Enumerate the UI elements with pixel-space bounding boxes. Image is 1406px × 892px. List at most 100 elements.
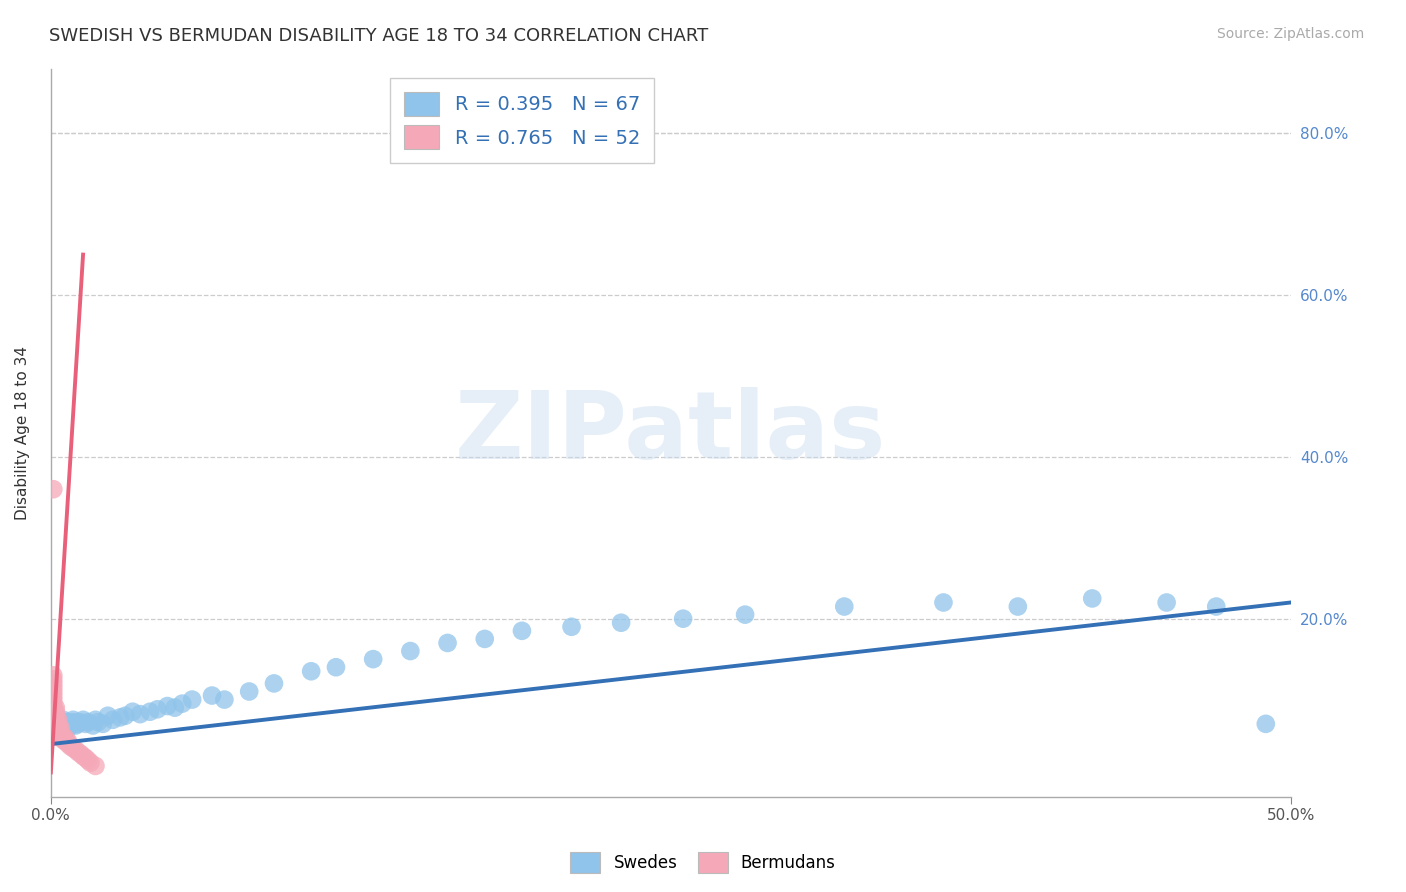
Point bbox=[42, 700, 65, 714]
Point bbox=[69, 715, 91, 730]
Point bbox=[42, 697, 65, 711]
Point bbox=[114, 708, 136, 723]
Point bbox=[42, 482, 65, 496]
Point bbox=[45, 717, 67, 731]
Point bbox=[436, 636, 458, 650]
Point bbox=[65, 743, 87, 757]
Point bbox=[560, 620, 582, 634]
Text: Source: ZipAtlas.com: Source: ZipAtlas.com bbox=[1216, 27, 1364, 41]
Point bbox=[67, 717, 90, 731]
Point bbox=[62, 741, 84, 756]
Point bbox=[62, 713, 84, 727]
Point bbox=[46, 717, 69, 731]
Point bbox=[146, 702, 169, 716]
Point bbox=[201, 689, 224, 703]
Point bbox=[46, 717, 69, 731]
Point bbox=[172, 697, 194, 711]
Point bbox=[42, 715, 65, 730]
Point bbox=[1156, 595, 1178, 609]
Legend: R = 0.395   N = 67, R = 0.765   N = 52: R = 0.395 N = 67, R = 0.765 N = 52 bbox=[391, 78, 654, 162]
Point bbox=[42, 713, 65, 727]
Point bbox=[46, 729, 69, 743]
Point bbox=[52, 729, 75, 743]
Text: SWEDISH VS BERMUDAN DISABILITY AGE 18 TO 34 CORRELATION CHART: SWEDISH VS BERMUDAN DISABILITY AGE 18 TO… bbox=[49, 27, 709, 45]
Point bbox=[610, 615, 633, 630]
Point bbox=[299, 665, 322, 679]
Point bbox=[52, 721, 75, 735]
Point bbox=[121, 705, 143, 719]
Point bbox=[55, 718, 77, 732]
Point bbox=[55, 734, 77, 748]
Point bbox=[59, 739, 82, 754]
Point bbox=[42, 668, 65, 682]
Point bbox=[49, 729, 72, 743]
Point bbox=[45, 708, 67, 723]
Point bbox=[67, 745, 90, 759]
Point bbox=[84, 759, 107, 773]
Point bbox=[46, 721, 69, 735]
Point bbox=[56, 721, 79, 735]
Point bbox=[69, 747, 91, 761]
Point bbox=[59, 715, 82, 730]
Point bbox=[672, 612, 695, 626]
Point bbox=[42, 681, 65, 695]
Legend: Swedes, Bermudans: Swedes, Bermudans bbox=[564, 846, 842, 880]
Point bbox=[42, 718, 65, 732]
Point bbox=[361, 652, 384, 666]
Point bbox=[46, 715, 69, 730]
Point bbox=[97, 708, 120, 723]
Point bbox=[45, 725, 67, 739]
Point bbox=[42, 676, 65, 690]
Point bbox=[45, 721, 67, 735]
Point bbox=[42, 684, 65, 698]
Point bbox=[59, 718, 82, 732]
Point bbox=[139, 705, 162, 719]
Point bbox=[101, 713, 124, 727]
Point bbox=[77, 753, 100, 767]
Point bbox=[734, 607, 756, 622]
Point bbox=[45, 729, 67, 743]
Point bbox=[42, 725, 65, 739]
Point bbox=[181, 692, 204, 706]
Point bbox=[45, 725, 67, 739]
Point bbox=[91, 717, 114, 731]
Point bbox=[46, 725, 69, 739]
Point bbox=[77, 715, 100, 730]
Point bbox=[42, 708, 65, 723]
Point bbox=[42, 721, 65, 735]
Point bbox=[156, 699, 179, 714]
Point bbox=[75, 751, 97, 765]
Point bbox=[56, 737, 79, 751]
Point bbox=[52, 713, 75, 727]
Point bbox=[263, 676, 285, 690]
Point bbox=[82, 718, 104, 732]
Point bbox=[214, 692, 236, 706]
Point bbox=[46, 721, 69, 735]
Point bbox=[42, 705, 65, 719]
Point bbox=[72, 713, 94, 727]
Point bbox=[56, 717, 79, 731]
Point bbox=[399, 644, 422, 658]
Point bbox=[45, 700, 67, 714]
Point bbox=[84, 713, 107, 727]
Point bbox=[75, 717, 97, 731]
Point bbox=[42, 692, 65, 706]
Y-axis label: Disability Age 18 to 34: Disability Age 18 to 34 bbox=[15, 345, 30, 520]
Point bbox=[110, 710, 132, 724]
Point bbox=[42, 708, 65, 723]
Point bbox=[52, 717, 75, 731]
Point bbox=[42, 713, 65, 727]
Point bbox=[1205, 599, 1227, 614]
Point bbox=[56, 734, 79, 748]
Point bbox=[62, 717, 84, 731]
Point bbox=[52, 733, 75, 747]
Point bbox=[1081, 591, 1104, 606]
Point bbox=[49, 721, 72, 735]
Point bbox=[45, 713, 67, 727]
Point bbox=[65, 718, 87, 732]
Point bbox=[129, 707, 152, 722]
Point bbox=[46, 713, 69, 727]
Point bbox=[42, 673, 65, 687]
Point bbox=[42, 689, 65, 703]
Text: ZIPatlas: ZIPatlas bbox=[456, 386, 886, 479]
